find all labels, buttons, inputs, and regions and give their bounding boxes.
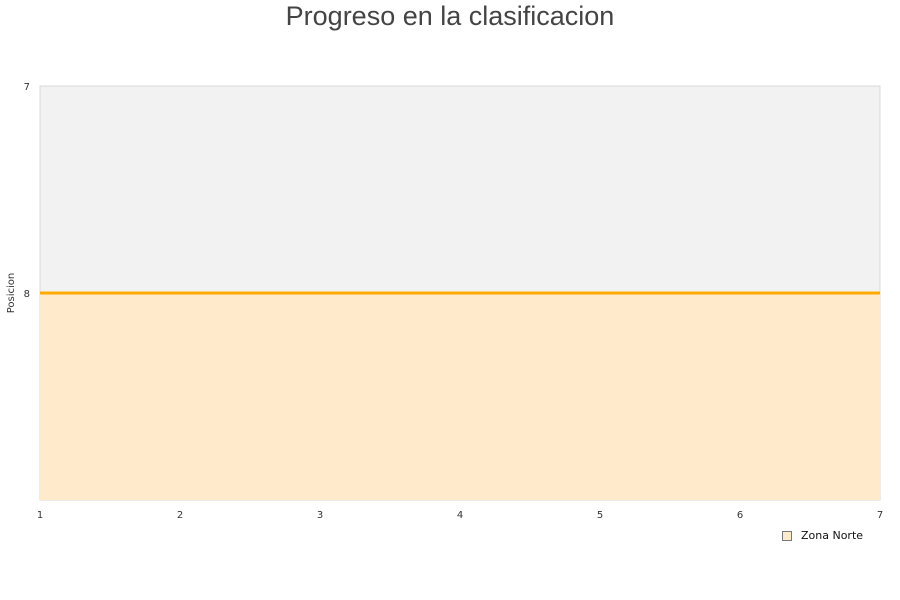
x-tick-label: 2 (177, 510, 183, 521)
y-axis-label: Posicion (6, 273, 17, 314)
series-area (40, 293, 880, 500)
x-tick-label: 5 (597, 510, 603, 521)
x-tick-label: 4 (457, 510, 463, 521)
legend-swatch (782, 530, 792, 541)
x-tick-label: 1 (37, 510, 43, 521)
legend-label: Zona Norte (801, 529, 864, 542)
x-tick-label: 7 (877, 510, 883, 521)
legend[interactable]: Zona Norte (782, 529, 863, 542)
y-tick-label: 8 (24, 289, 30, 300)
chart-title: Progreso en la clasificacion (285, 1, 615, 31)
x-tick-label: 3 (317, 510, 323, 521)
x-tick-label: 6 (737, 510, 743, 521)
y-tick-label: 7 (24, 82, 30, 93)
